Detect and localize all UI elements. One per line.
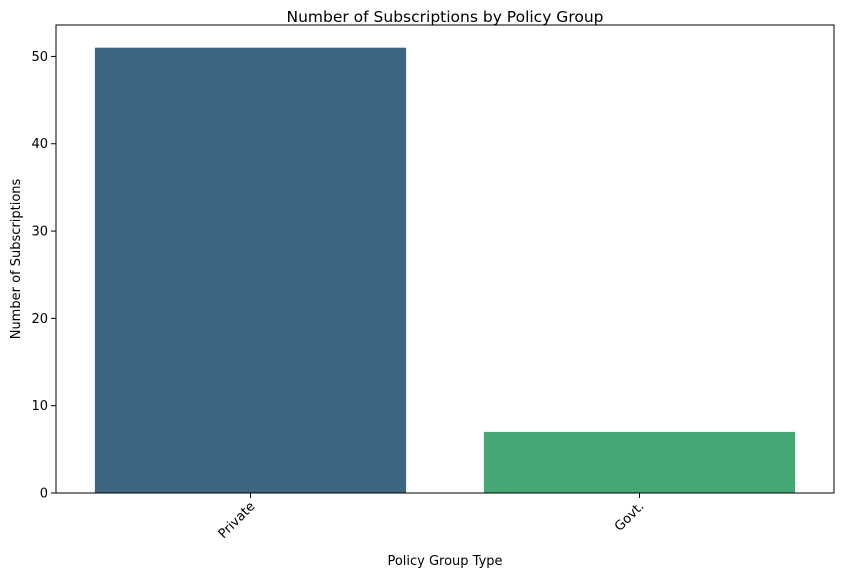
y-tick-label: 10 [31, 399, 48, 414]
x-axis: Private Govt. [216, 493, 647, 542]
y-tick-label: 40 [31, 137, 48, 152]
bar-govt [483, 431, 796, 493]
plot-frame [55, 24, 835, 494]
x-tick-label: Govt. [612, 499, 647, 534]
y-tick-label: 50 [31, 50, 48, 65]
x-tick-label: Private [216, 499, 259, 542]
y-axis-label: Number of Subscriptions [9, 178, 24, 339]
y-tick-label: 30 [31, 225, 48, 240]
bar-private [94, 47, 407, 494]
x-axis-label: Policy Group Type [387, 554, 502, 569]
bars-layer [94, 47, 796, 494]
chart-title: Number of Subscriptions by Policy Group [286, 8, 603, 26]
y-tick-label: 20 [31, 312, 48, 327]
y-tick-label: 0 [40, 487, 48, 502]
y-axis: 0 10 20 30 40 50 [31, 50, 56, 502]
